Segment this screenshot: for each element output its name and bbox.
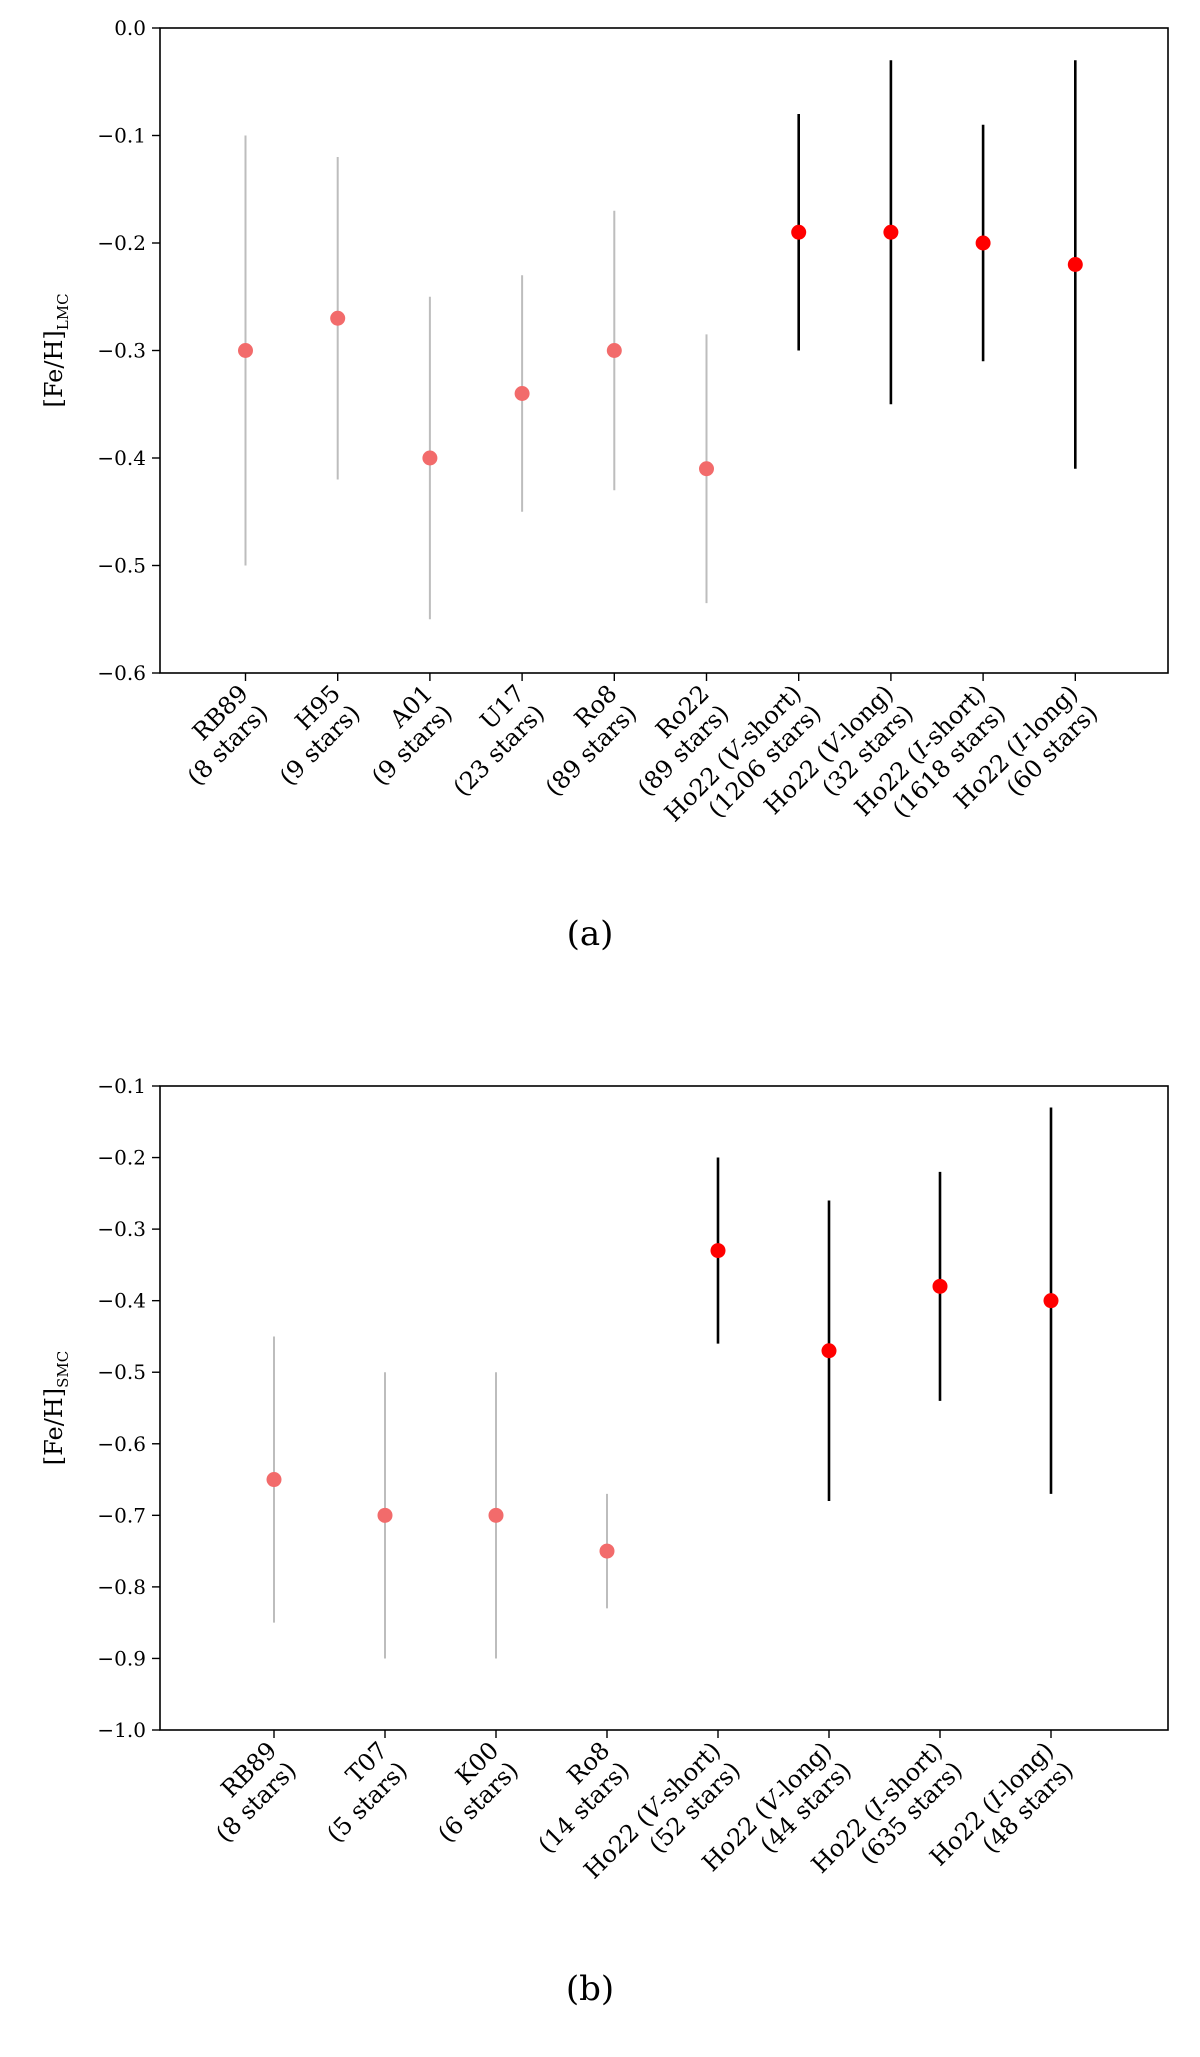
y-axis-title-sub: SMC [54,1351,72,1388]
data-point [1043,1293,1059,1309]
y-tick-label: −0.5 [97,1360,146,1384]
y-tick-label: −0.3 [97,339,146,363]
y-tick-label: −0.5 [97,554,146,578]
y-axis-title: [Fe/H]SMC [40,1351,72,1465]
y-axis-title-sub: LMC [54,293,72,330]
y-tick-label: −0.1 [97,1074,146,1098]
x-category-label: U17(23 stars) [428,679,550,801]
y-tick-label: −0.8 [97,1575,146,1599]
y-tick-label: −0.4 [97,1289,146,1313]
data-point [710,1243,726,1259]
y-tick-label: −0.2 [97,1146,146,1170]
y-tick-label: −0.1 [97,124,146,148]
y-tick-label: −0.6 [97,1432,146,1456]
y-axis-title-main: [Fe/H] [40,1388,68,1465]
y-tick-label: −0.6 [97,661,146,685]
y-tick-label: 0.0 [114,16,146,40]
x-category-label: H95(9 stars) [254,679,366,791]
data-point [599,1543,615,1559]
data-point [883,224,899,240]
panel-caption: (a) [567,914,614,954]
y-tick-label: −0.3 [97,1217,146,1241]
data-point [606,343,622,358]
data-point [932,1278,948,1294]
panel-caption: (b) [566,1969,614,2009]
x-category-label: T07(5 stars) [302,1736,414,1848]
plot-frame [159,1085,1169,1731]
y-axis-title: [Fe/H]LMC [40,293,72,407]
y-tick-label: −1.0 [97,1718,146,1742]
data-point [699,461,714,477]
data-point [791,224,807,240]
y-tick-label: −0.2 [97,231,146,255]
data-point [1067,257,1083,272]
data-point [422,450,438,466]
y-axis-title-main: [Fe/H] [40,330,68,407]
x-category-label: K00(6 stars) [413,1736,525,1848]
x-category-label: A01(9 stars) [346,679,458,791]
data-point [377,1507,393,1523]
x-category-label: Ro8(89 stars) [520,679,642,801]
data-point [330,310,346,326]
x-category-label: RB89(8 stars) [162,679,274,791]
data-point [266,1472,282,1488]
x-category-label: RB89(8 stars) [191,1736,303,1848]
plot-frame [159,27,1169,674]
data-point [238,343,253,358]
data-point [514,386,530,401]
y-tick-label: −0.4 [97,446,146,470]
data-point [488,1507,504,1523]
y-tick-label: −0.7 [97,1503,146,1527]
panel-a: 0.0 −0.1 −0.2 −0.3 −0.4 −0.5 −0.6 [Fe/H]LMC RB89… [40,16,1169,954]
data-point [821,1343,837,1359]
y-tick-label: −0.9 [97,1646,146,1670]
panel-b: −0.1 −0.2 −0.3 −0.4 −0.5 −0.6 −0.7 −0.8 −0.9 −1.0… [40,1074,1169,2009]
data-point [975,235,991,251]
